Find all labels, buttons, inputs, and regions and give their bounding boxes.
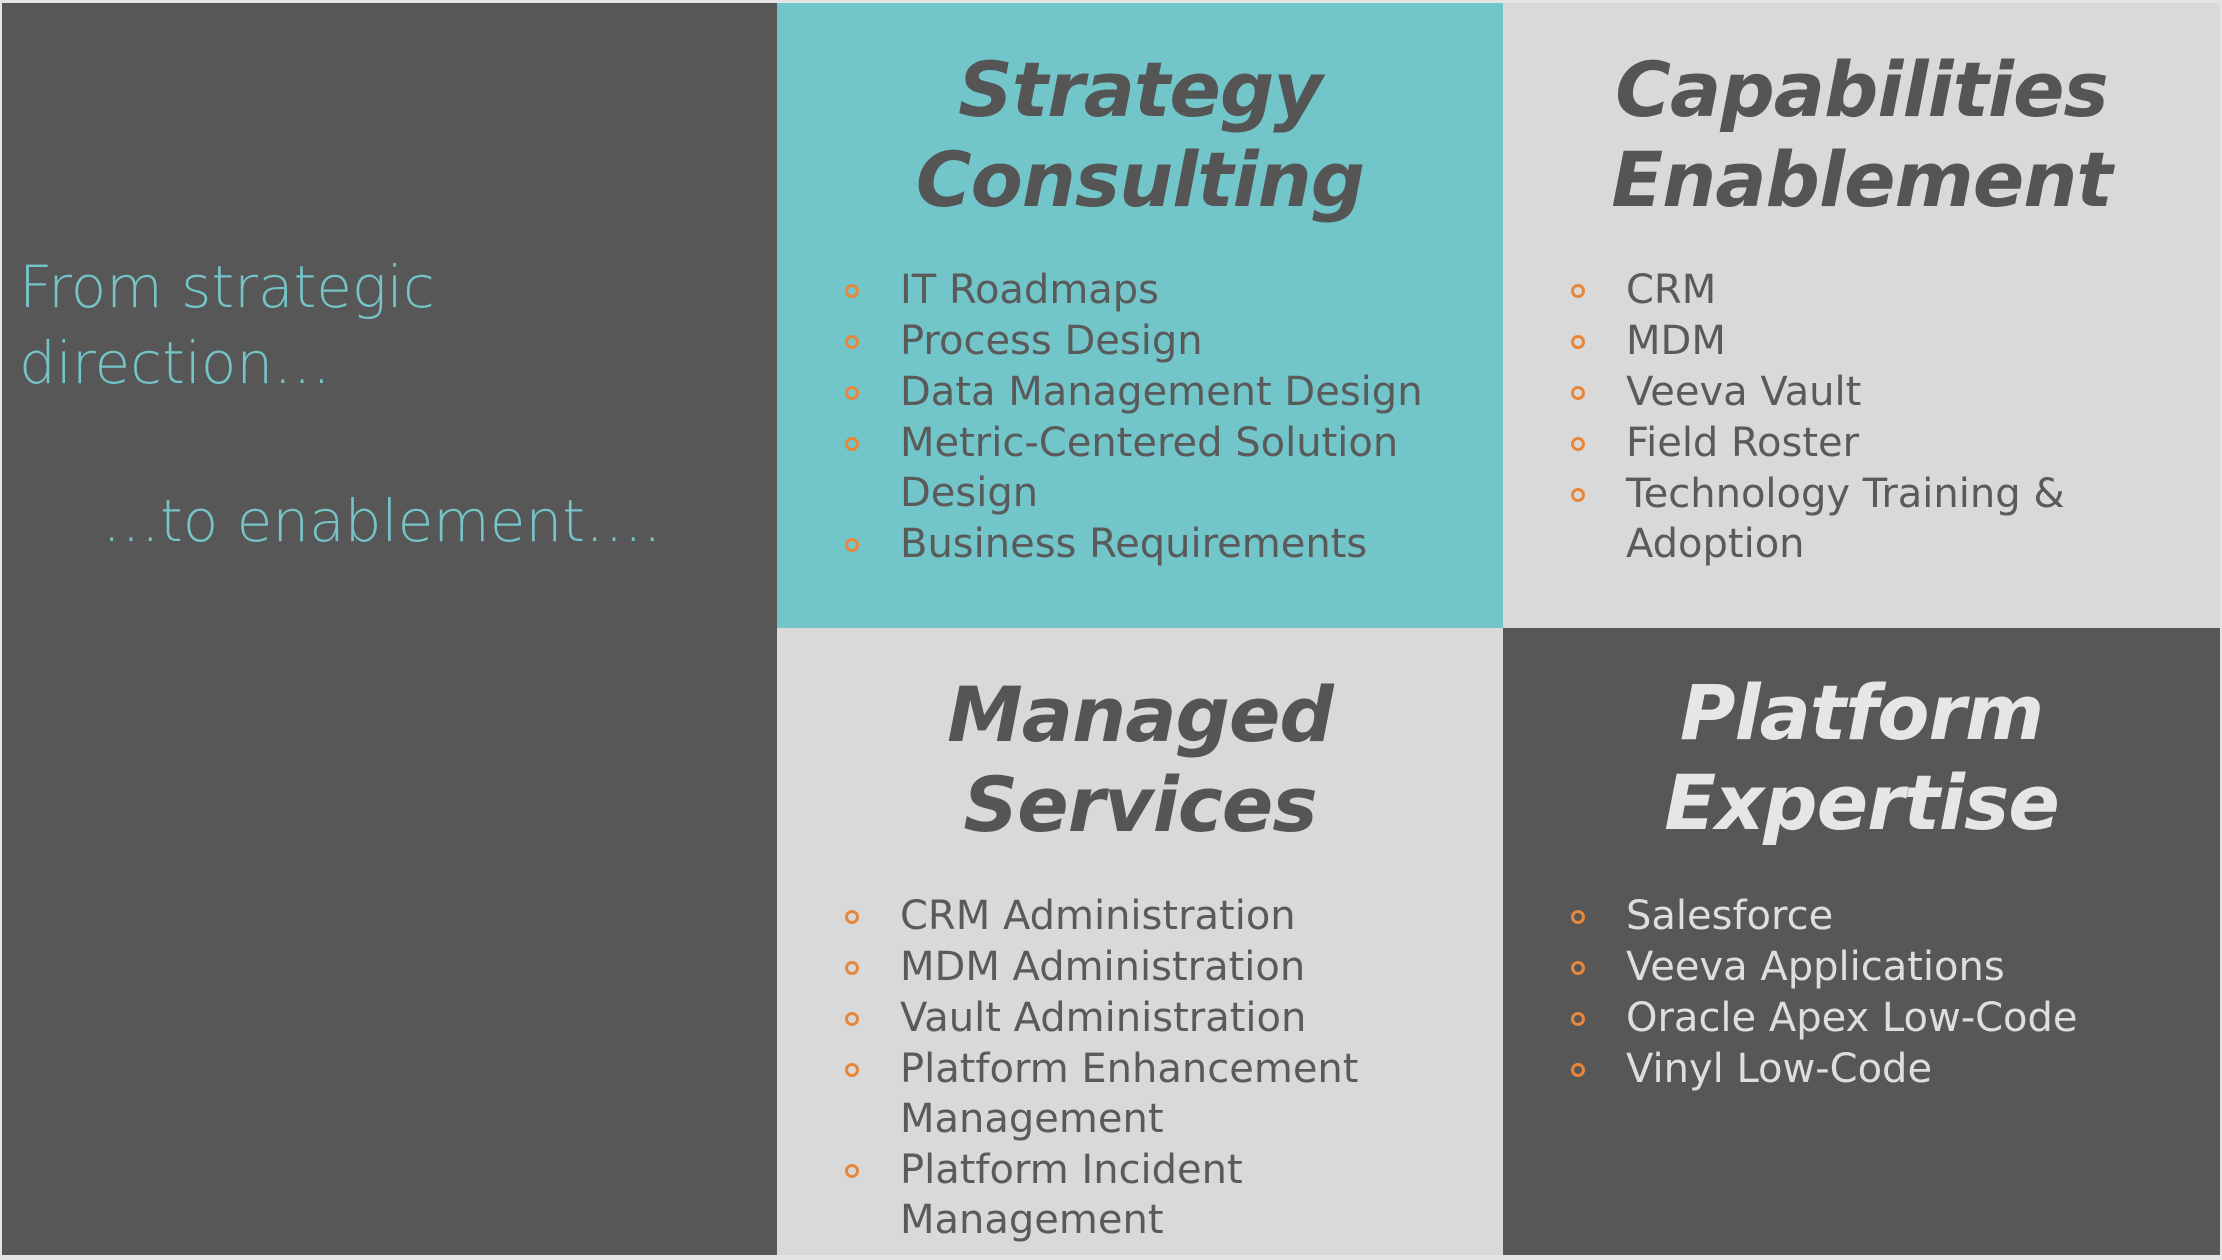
list-item-label: Technology Training & Adoption: [1626, 471, 2065, 567]
bullet-icon: [1571, 1063, 1585, 1077]
bullet-icon: [1571, 335, 1585, 349]
list-item: Vault Administration: [845, 993, 1485, 1043]
tagline-strategic-direction: From strategic direction…: [19, 253, 435, 397]
bullet-icon: [1571, 284, 1585, 298]
managed-services-list: CRM Administration MDM Administration Va…: [845, 891, 1485, 1246]
list-item-label: MDM Administration: [900, 944, 1306, 990]
strategy-consulting-list: IT Roadmaps Process Design Data Manageme…: [845, 265, 1485, 570]
tile-title-capabilities-enablement: Capabilities Enablement: [1611, 45, 2112, 224]
list-item-label: Veeva Vault: [1626, 369, 1862, 415]
bullet-icon: [1571, 1012, 1585, 1026]
bullet-icon: [845, 284, 859, 298]
list-item: Platform Enhancement Management: [845, 1044, 1485, 1144]
bullet-icon: [845, 910, 859, 924]
list-item-label: Vinyl Low-Code: [1626, 1046, 1933, 1092]
bullet-icon: [1571, 910, 1585, 924]
list-item: Field Roster: [1571, 418, 2211, 468]
list-item: CRM Administration: [845, 891, 1485, 941]
capabilities-enablement-list: CRM MDM Veeva Vault Field Roster Technol…: [1571, 265, 2211, 570]
tagline-panel: From strategic direction… …to enablement…: [2, 3, 777, 1255]
platform-expertise-list: Salesforce Veeva Applications Oracle Ape…: [1571, 891, 2211, 1095]
list-item-label: Business Requirements: [900, 521, 1368, 567]
list-item-label: Data Management Design: [900, 369, 1423, 415]
list-item-label: Metric-Centered Solution Design: [900, 420, 1399, 516]
tile-strategy-consulting: Strategy Consulting IT Roadmaps Process …: [777, 3, 1503, 628]
list-item-label: CRM: [1626, 267, 1717, 313]
list-item: Oracle Apex Low-Code: [1571, 993, 2211, 1043]
list-item-label: CRM Administration: [900, 893, 1296, 939]
list-item: CRM: [1571, 265, 2211, 315]
bullet-icon: [1571, 437, 1585, 451]
list-item-label: Process Design: [900, 318, 1203, 364]
list-item: Veeva Applications: [1571, 942, 2211, 992]
bullet-icon: [845, 1012, 859, 1026]
list-item: Platform Incident Management: [845, 1145, 1485, 1245]
list-item: Vinyl Low-Code: [1571, 1044, 2211, 1094]
list-item: Veeva Vault: [1571, 367, 2211, 417]
list-item: Data Management Design: [845, 367, 1485, 417]
list-item: Salesforce: [1571, 891, 2211, 941]
bullet-icon: [845, 335, 859, 349]
bullet-icon: [845, 961, 859, 975]
list-item-label: Vault Administration: [900, 995, 1307, 1041]
bullet-icon: [845, 437, 859, 451]
tile-capabilities-enablement: Capabilities Enablement CRM MDM Veeva Va…: [1503, 3, 2220, 628]
list-item: Business Requirements: [845, 519, 1485, 569]
list-item: Metric-Centered Solution Design: [845, 418, 1485, 518]
tile-title-strategy-consulting: Strategy Consulting: [915, 45, 1365, 224]
bullet-icon: [845, 386, 859, 400]
list-item: MDM Administration: [845, 942, 1485, 992]
bullet-icon: [845, 1063, 859, 1077]
tile-title-managed-services: Managed Services: [947, 670, 1334, 849]
tile-managed-services: Managed Services CRM Administration MDM …: [777, 628, 1503, 1255]
list-item-label: Platform Incident Management: [900, 1147, 1243, 1243]
list-item-label: IT Roadmaps: [900, 267, 1160, 313]
list-item: IT Roadmaps: [845, 265, 1485, 315]
bullet-icon: [845, 1164, 859, 1178]
list-item-label: Field Roster: [1626, 420, 1860, 466]
bullet-icon: [1571, 961, 1585, 975]
slide: From strategic direction… …to enablement…: [2, 3, 2220, 1255]
bullet-icon: [1571, 386, 1585, 400]
list-item-label: Veeva Applications: [1626, 944, 2005, 990]
list-item-label: Oracle Apex Low-Code: [1626, 995, 2078, 1041]
bullet-icon: [845, 538, 859, 552]
bullet-icon: [1571, 488, 1585, 502]
list-item-label: Salesforce: [1626, 893, 1834, 939]
tagline-enablement: …to enablement….: [102, 487, 662, 555]
list-item: Process Design: [845, 316, 1485, 366]
list-item: MDM: [1571, 316, 2211, 366]
tile-platform-expertise: Platform Expertise Salesforce Veeva Appl…: [1503, 628, 2220, 1255]
list-item: Technology Training & Adoption: [1571, 469, 2211, 569]
list-item-label: MDM: [1626, 318, 1726, 364]
tile-title-platform-expertise: Platform Expertise: [1664, 668, 2060, 847]
list-item-label: Platform Enhancement Management: [900, 1046, 1359, 1142]
